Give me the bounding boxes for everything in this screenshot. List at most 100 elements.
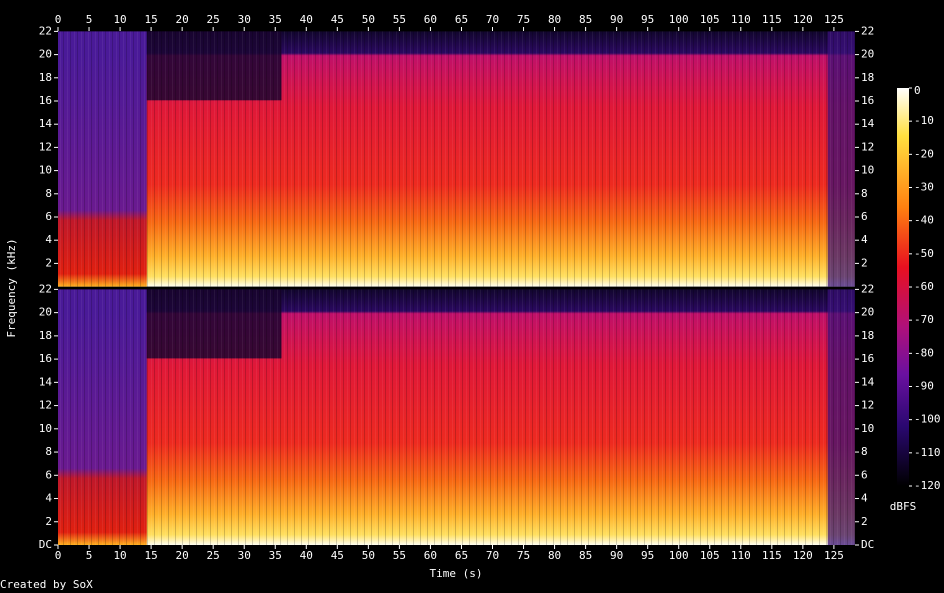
y-tick-label: 8 (861, 445, 868, 458)
x-tick-label: 70 (486, 549, 499, 562)
colorbar-label: dBFS (890, 500, 917, 513)
y-tick-label: 16 (861, 352, 874, 365)
x-tick-label: 45 (331, 13, 344, 26)
footer: Created by SoX (0, 578, 93, 591)
y-tick-label: 16 (861, 94, 874, 107)
x-tick-label: 90 (610, 549, 623, 562)
y-tick-label: 4 (45, 492, 52, 505)
x-tick-label: 85 (579, 13, 592, 26)
x-tick-label: 25 (207, 13, 220, 26)
y-tick-label: 18 (39, 71, 52, 84)
colorbar-tick-label: -110 (914, 446, 941, 459)
y-tick-label: 22 (861, 24, 874, 37)
y-tick-label: 6 (861, 468, 868, 481)
y-tick-label: 6 (45, 210, 52, 223)
x-tick-label: 60 (424, 549, 437, 562)
y-tick-label: 16 (39, 94, 52, 107)
x-tick-label: 95 (641, 13, 654, 26)
colorbar-tick-label: -50 (914, 247, 934, 260)
y-tick-label: 12 (39, 399, 52, 412)
x-tick-label: 15 (144, 13, 157, 26)
x-tick-label: 115 (762, 549, 782, 562)
y-tick-label: 20 (861, 48, 874, 61)
y-tick-label: 14 (861, 117, 875, 130)
x-tick-label: 20 (176, 13, 189, 26)
x-tick-label: 125 (824, 13, 844, 26)
y-tick-label: 14 (39, 375, 53, 388)
colorbar-tick-label: -30 (914, 181, 934, 194)
y-tick-label: 12 (39, 140, 52, 153)
y-tick-label: 22 (39, 24, 52, 37)
y-tick-label: 18 (861, 71, 874, 84)
x-tick-label: 70 (486, 13, 499, 26)
colorbar-tick-label: -40 (914, 214, 934, 227)
x-tick-label: 55 (393, 13, 406, 26)
y-tick-label: 16 (39, 352, 52, 365)
y-tick-label: 2 (861, 256, 868, 269)
x-tick-label: 80 (548, 549, 561, 562)
y-tick-label: 20 (39, 306, 52, 319)
y-tick-label: 10 (861, 164, 874, 177)
x-tick-label: 65 (455, 13, 468, 26)
x-tick-label: 55 (393, 549, 406, 562)
x-tick-label: 30 (238, 13, 251, 26)
x-tick-label: 125 (824, 549, 844, 562)
y-tick-label: 22 (39, 282, 52, 295)
colorbar-tick-label: -90 (914, 380, 934, 393)
y-tick-label: 14 (861, 375, 875, 388)
x-tick-label: 80 (548, 13, 561, 26)
y-tick-label: 10 (861, 422, 874, 435)
y-tick-label: 10 (39, 422, 52, 435)
y-tick-label: 8 (45, 187, 52, 200)
x-tick-label: 5 (86, 549, 93, 562)
y-tick-label: 6 (45, 468, 52, 481)
y-tick-label: 8 (861, 187, 868, 200)
x-tick-label: 45 (331, 549, 344, 562)
y-tick-label: 18 (861, 329, 874, 342)
y-tick-label: 12 (861, 399, 874, 412)
x-tick-label: 50 (362, 13, 375, 26)
x-tick-label: 120 (793, 13, 813, 26)
x-tick-label: 90 (610, 13, 623, 26)
y-tick-label: 6 (861, 210, 868, 223)
x-tick-label: 20 (176, 549, 189, 562)
colorbar-tick-label: -60 (914, 280, 934, 293)
x-tick-label: 5 (86, 13, 93, 26)
spectrogram-texture (58, 31, 855, 287)
spectrogram-texture (58, 289, 855, 545)
colorbar (897, 88, 909, 486)
x-tick-label: 10 (113, 549, 126, 562)
x-tick-label: 110 (731, 13, 751, 26)
x-tick-label: 65 (455, 549, 468, 562)
x-tick-label: 75 (517, 549, 530, 562)
x-tick-label: 0 (55, 549, 62, 562)
x-tick-label: 115 (762, 13, 782, 26)
x-tick-label: 105 (700, 13, 720, 26)
y-tick-label: 18 (39, 329, 52, 342)
y-axis-label: Frequency (kHz) (5, 238, 18, 337)
y-tick-label: 2 (861, 515, 868, 528)
x-tick-label: 35 (269, 549, 282, 562)
x-tick-label: 120 (793, 549, 813, 562)
y-tick-label: 22 (861, 282, 874, 295)
x-tick-label: 30 (238, 549, 251, 562)
x-tick-label: 60 (424, 13, 437, 26)
x-axis-label: Time (s) (430, 567, 483, 580)
x-tick-label: 105 (700, 549, 720, 562)
x-tick-label: 110 (731, 549, 751, 562)
colorbar-tick-label: -20 (914, 147, 934, 160)
x-tick-label: 0 (55, 13, 62, 26)
y-tick-label: 4 (45, 233, 52, 246)
x-tick-label: 10 (113, 13, 126, 26)
y-tick-label: 8 (45, 445, 52, 458)
colorbar-tick-label: 0 (914, 84, 921, 97)
y-tick-label: DC (39, 538, 52, 551)
x-tick-label: 40 (300, 549, 313, 562)
y-tick-label: 12 (861, 140, 874, 153)
y-tick-label: 10 (39, 164, 52, 177)
y-tick-label: DC (861, 538, 874, 551)
colorbar-tick-label: -70 (914, 313, 934, 326)
colorbar-tick-label: -10 (914, 114, 934, 127)
y-tick-label: 14 (39, 117, 53, 130)
x-tick-label: 50 (362, 549, 375, 562)
